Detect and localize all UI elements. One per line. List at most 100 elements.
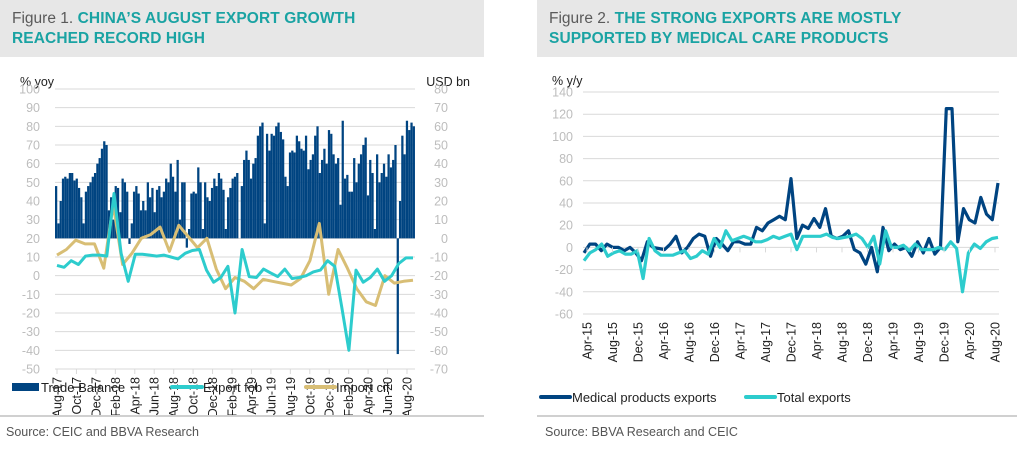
y-axis-ticks: 140 120 100 80 60 40 20 0 -20 -40 -60 <box>552 86 573 322</box>
x-tick-label: Apr-16 <box>657 322 671 360</box>
y-left-tick-label: 0 <box>33 269 40 283</box>
trade-balance-bar <box>380 173 383 239</box>
x-tick-label: Aug-17 <box>759 322 773 362</box>
y-right-tick-label: -70 <box>430 363 448 377</box>
x-tick-label: Apr-19 <box>887 322 901 360</box>
trade-balance-bar <box>100 148 104 239</box>
y-left-tick-label: 40 <box>26 195 40 209</box>
trade-balance-bar <box>82 223 85 239</box>
trade-balance-bar <box>57 223 60 239</box>
trade-balance-bar <box>286 186 289 239</box>
trade-balance-bar <box>366 195 370 239</box>
x-tick-label: Apr-15 <box>581 322 595 360</box>
figure-1-title: Figure 1. CHINA’S AUGUST EXPORT GROWTH R… <box>12 9 474 49</box>
x-tick-label: Dec-18 <box>206 377 220 415</box>
trade-balance-bar <box>89 182 92 239</box>
trade-balance-bar <box>265 133 269 239</box>
y-left-tick-label: 80 <box>26 120 40 134</box>
x-tick-label: Dec-18 <box>861 322 875 362</box>
trade-balance-bar <box>199 182 202 239</box>
trade-balance-bar <box>302 150 305 239</box>
trade-balance-bar <box>355 182 358 239</box>
y-right-tick-label: -60 <box>430 344 448 358</box>
y-tick-label: 20 <box>559 219 573 233</box>
trade-balance-bar <box>284 176 287 239</box>
trade-balance-bar <box>353 158 356 239</box>
y-right-tick-label: 10 <box>434 213 448 227</box>
trade-balance-bar <box>103 141 106 239</box>
trade-balance-bar <box>252 163 255 239</box>
trade-balance-bar <box>121 178 124 239</box>
trade-balance-bar <box>128 238 131 244</box>
y-left-tick-label: 60 <box>26 157 40 171</box>
trade-balance-bar <box>412 126 415 239</box>
figure-1-title-box: Figure 1. CHINA’S AUGUST EXPORT GROWTH R… <box>0 0 484 57</box>
trade-balance-bar <box>316 126 319 239</box>
trade-balance-bar <box>96 163 99 239</box>
x-tick-label: Aug-18 <box>836 322 850 362</box>
y-left-tick-label: 100 <box>19 83 40 97</box>
y-right-tick-label: -10 <box>430 251 448 265</box>
y-axis-right-title: USD bn <box>426 75 470 89</box>
x-tick-label: Apr-17 <box>734 322 748 360</box>
trade-balance-bar <box>105 145 108 239</box>
trade-balance-bar <box>135 186 138 239</box>
figure-2-source: Source: BBVA Research and CEIC <box>545 425 738 439</box>
trade-balance-bar <box>263 223 266 239</box>
trade-balance-bar <box>169 163 172 239</box>
legend: Medical products exports Total exports <box>539 390 851 405</box>
y-left-tick-label: 70 <box>26 139 40 153</box>
figure-1-label: Figure 1. <box>12 10 74 27</box>
x-tick-label: Aug-17 <box>51 377 65 415</box>
y-right-tick-label: 80 <box>434 83 448 97</box>
trade-balance-bar <box>112 219 115 239</box>
x-tick-label: Aug-20 <box>989 322 1003 362</box>
figure-2-heading-line-1: THE STRONG EXPORTS ARE MOSTLY <box>614 10 902 27</box>
trade-balance-bar <box>300 148 303 239</box>
trade-balance-bar <box>282 139 285 239</box>
export-fob-line <box>56 192 413 352</box>
trade-balance-bar <box>190 193 193 239</box>
x-tick-label: Apr-20 <box>362 377 376 415</box>
y-axis-left-title: % yoy <box>20 75 55 89</box>
y-tick-label: 80 <box>559 152 573 166</box>
trade-balance-bar <box>91 176 94 239</box>
trade-balance-bar <box>307 169 310 239</box>
x-tick-label: Dec-19 <box>938 322 952 362</box>
trade-balance-bar <box>93 173 97 239</box>
trade-balance-bar <box>410 122 413 239</box>
trade-balance-bar <box>61 178 65 239</box>
trade-balance-bar <box>291 150 294 239</box>
trade-balance-bar <box>119 212 122 239</box>
trade-balance-bars <box>55 120 415 355</box>
trade-balance-bar <box>259 126 262 239</box>
x-tick-label: Dec-17 <box>89 377 103 415</box>
trade-balance-bar <box>151 187 154 239</box>
trade-balance-bar <box>371 173 374 239</box>
figure-1-chart: % yoy USD bn 1009080706050403020100-10-2… <box>12 75 470 415</box>
trade-balance-bar <box>350 191 354 239</box>
figure-2-panel: Figure 2. THE STRONG EXPORTS ARE MOSTLY … <box>537 0 1017 439</box>
trade-balance-bar <box>204 182 207 239</box>
trade-balance-bar <box>270 133 273 239</box>
figure-1-heading-line-2: REACHED RECORD HIGH <box>12 30 206 47</box>
trade-balance-bar <box>181 182 184 239</box>
trade-balance-bar <box>73 180 76 239</box>
trade-balance-bar <box>146 182 149 239</box>
y-right-tick-label: -50 <box>430 325 448 339</box>
y-right-tick-label: -20 <box>430 269 448 283</box>
trade-balance-bar <box>68 173 72 239</box>
line-series <box>582 106 1000 294</box>
trade-balance-bar <box>256 135 260 239</box>
figure-1-source-divider <box>0 415 484 417</box>
trade-balance-bar <box>332 154 335 239</box>
y-right-tick-label: 30 <box>434 176 448 190</box>
trade-balance-bar <box>116 187 120 239</box>
trade-balance-bar <box>341 120 344 239</box>
y-axis-right-ticks: 80 70 60 50 40 30 20 10 0 -10 -20 -30 -40 -50 -60 -70 <box>430 83 448 377</box>
trade-balance-bar <box>382 163 386 239</box>
trade-balance-bar <box>298 141 301 239</box>
trade-balance-bar <box>389 167 393 239</box>
y-tick-label: 100 <box>552 130 573 144</box>
trade-balance-bar <box>217 173 221 239</box>
